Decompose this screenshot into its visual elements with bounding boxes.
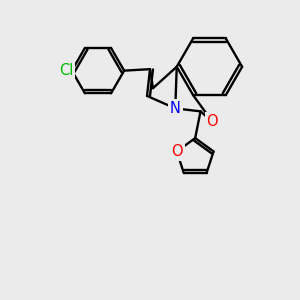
Text: O: O — [207, 114, 218, 129]
Text: N: N — [170, 101, 181, 116]
Text: Cl: Cl — [59, 63, 73, 78]
Text: O: O — [171, 144, 183, 159]
